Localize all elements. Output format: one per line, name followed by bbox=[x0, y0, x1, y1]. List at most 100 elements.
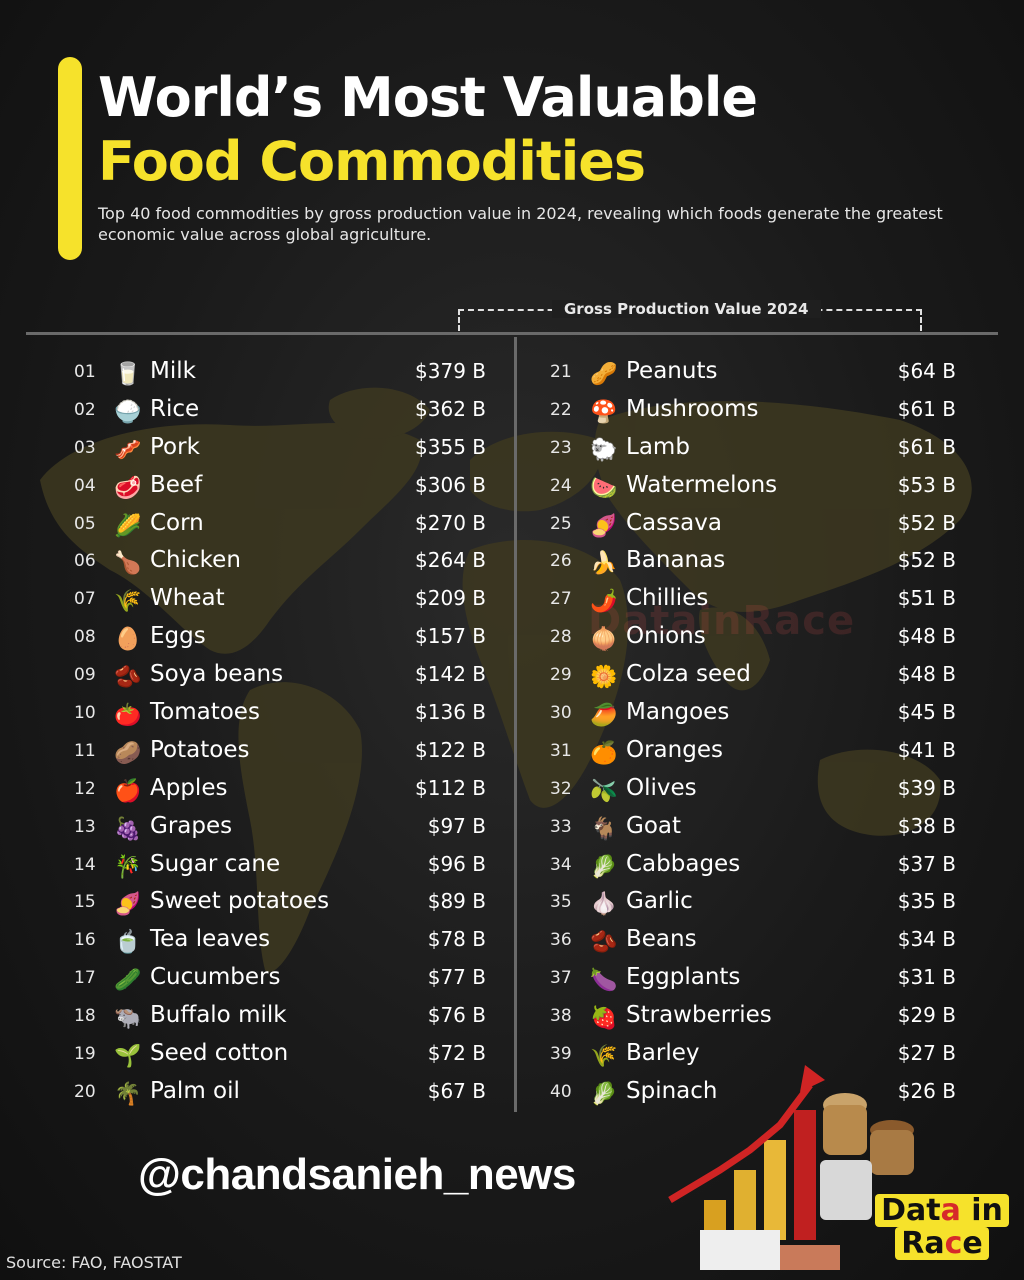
table-row: 08 🥚 Eggs $157 B bbox=[74, 621, 486, 659]
rank-label: 36 bbox=[550, 930, 572, 951]
rank-label: 07 bbox=[74, 589, 96, 610]
commodity-name: Mangoes bbox=[626, 699, 730, 726]
map-asia bbox=[594, 401, 972, 612]
rank-label: 23 bbox=[550, 437, 572, 458]
bar-chart-illustration bbox=[668, 1065, 825, 1240]
rank-label: 20 bbox=[74, 1081, 96, 1102]
world-map-background bbox=[40, 387, 972, 972]
table-row: 13 🍇 Grapes $97 B bbox=[74, 811, 486, 849]
rank-label: 38 bbox=[550, 1006, 572, 1027]
map-india-se-asia bbox=[699, 607, 770, 691]
rank-label: 19 bbox=[74, 1044, 96, 1065]
value-label: $64 B bbox=[897, 359, 956, 383]
value-label: $97 B bbox=[427, 813, 486, 838]
sheep-icon: 🐑 bbox=[590, 437, 618, 463]
rank-label: 11 bbox=[74, 740, 96, 761]
commodity-name: Sweet potatoes bbox=[150, 888, 330, 915]
commodity-name: Mushrooms bbox=[626, 395, 759, 422]
commodity-name: Garlic bbox=[626, 888, 693, 915]
map-south-america bbox=[238, 682, 362, 972]
commodity-list-right: 21 🥜 Peanuts $64 B 22 🍄 Mushrooms $61 B 23 🐑 Lamb $… bbox=[550, 356, 956, 1114]
table-row: 39 🌾 Barley $27 B bbox=[550, 1038, 956, 1076]
beans-icon: 🫘 bbox=[114, 665, 142, 691]
value-label: $52 B bbox=[897, 548, 956, 573]
palm-tree-icon: 🌴 bbox=[114, 1081, 142, 1107]
table-row: 06 🍗 Chicken $264 B bbox=[74, 545, 486, 583]
commodity-name: Olives bbox=[626, 774, 697, 801]
table-row: 26 🍌 Bananas $52 B bbox=[550, 545, 956, 583]
page-subtitle: Top 40 food commodities by gross product… bbox=[98, 204, 943, 244]
rank-label: 10 bbox=[74, 703, 96, 724]
commodity-name: Onions bbox=[626, 623, 706, 650]
rank-label: 14 bbox=[74, 854, 96, 875]
map-north-america bbox=[40, 423, 422, 654]
rank-label: 18 bbox=[74, 1006, 96, 1027]
rank-label: 01 bbox=[74, 362, 96, 382]
rank-label: 17 bbox=[74, 968, 96, 989]
value-label: $34 B bbox=[897, 927, 956, 952]
rank-label: 02 bbox=[74, 399, 96, 420]
value-label: $35 B bbox=[897, 889, 956, 914]
sweet-potato-icon: 🍠 bbox=[114, 892, 142, 918]
value-label: $29 B bbox=[897, 1003, 956, 1028]
commodity-name: Sugar cane bbox=[150, 850, 281, 877]
grapes-icon: 🍇 bbox=[114, 816, 142, 842]
egg-icon: 🥚 bbox=[114, 627, 142, 653]
mushroom-icon: 🍄 bbox=[590, 399, 618, 425]
value-label: $41 B bbox=[897, 737, 956, 762]
table-row: 02 🍚 Rice $362 B bbox=[74, 394, 486, 432]
milk-glass-icon: 🥛 bbox=[114, 362, 142, 387]
value-label: $89 B bbox=[427, 889, 486, 914]
value-label: $306 B bbox=[415, 472, 486, 497]
commodity-name: Buffalo milk bbox=[150, 1002, 287, 1029]
table-row: 25 🍠 Cassava $52 B bbox=[550, 508, 956, 546]
rank-label: 33 bbox=[550, 816, 572, 837]
value-label: $61 B bbox=[897, 396, 956, 421]
table-row: 38 🍓 Strawberries $29 B bbox=[550, 1000, 956, 1038]
table-row: 01 🥛 Milk $379 B bbox=[74, 356, 486, 394]
commodity-name: Watermelons bbox=[626, 471, 778, 498]
rank-label: 03 bbox=[74, 437, 96, 458]
commodity-name: Seed cotton bbox=[150, 1040, 289, 1067]
cassava-icon: 🍠 bbox=[590, 513, 618, 539]
commodity-name: Beef bbox=[150, 471, 203, 498]
rank-label: 32 bbox=[550, 778, 572, 799]
spinach-icon: 🥬 bbox=[590, 1081, 618, 1107]
source-note: Source: FAO, FAOSTAT bbox=[6, 1253, 182, 1272]
table-row: 17 🥒 Cucumbers $77 B bbox=[74, 962, 486, 1000]
strawberry-icon: 🍓 bbox=[590, 1006, 618, 1032]
table-row: 21 🥜 Peanuts $64 B bbox=[550, 356, 956, 394]
potato-icon: 🥔 bbox=[114, 740, 142, 766]
commodity-name: Corn bbox=[150, 509, 204, 536]
commodity-name: Rice bbox=[150, 395, 200, 422]
rank-label: 37 bbox=[550, 968, 572, 989]
goat-icon: 🐐 bbox=[590, 816, 618, 842]
value-label: $209 B bbox=[415, 586, 486, 611]
rice-bowl-icon: 🍚 bbox=[114, 399, 142, 425]
rank-label: 08 bbox=[74, 627, 96, 648]
commodity-name: Milk bbox=[150, 358, 196, 384]
rank-label: 06 bbox=[74, 551, 96, 572]
rank-label: 28 bbox=[550, 627, 572, 648]
table-row: 30 🥭 Mangoes $45 B bbox=[550, 697, 956, 735]
food-sacks-illustration bbox=[700, 1093, 914, 1270]
table-row: 20 🌴 Palm oil $67 B bbox=[74, 1076, 486, 1114]
table-row: 37 🍆 Eggplants $31 B bbox=[550, 962, 956, 1000]
value-label: $61 B bbox=[897, 434, 956, 459]
commodity-name: Potatoes bbox=[150, 736, 250, 763]
flower-icon: 🌼 bbox=[590, 665, 618, 691]
olive-icon: 🫒 bbox=[590, 778, 618, 804]
value-label: $96 B bbox=[427, 851, 486, 876]
map-europe bbox=[470, 431, 602, 512]
commodity-name: Bananas bbox=[626, 547, 726, 574]
rank-label: 16 bbox=[74, 930, 96, 951]
column-header-label: Gross Production Value 2024 bbox=[552, 300, 821, 318]
table-row: 33 🐐 Goat $38 B bbox=[550, 811, 956, 849]
commodity-name: Eggplants bbox=[626, 964, 741, 991]
banana-icon: 🍌 bbox=[590, 551, 618, 577]
table-row: 11 🥔 Potatoes $122 B bbox=[74, 735, 486, 773]
value-label: $31 B bbox=[897, 965, 956, 990]
value-label: $270 B bbox=[415, 510, 486, 535]
chili-icon: 🌶️ bbox=[590, 589, 618, 615]
apple-icon: 🍎 bbox=[114, 778, 142, 804]
